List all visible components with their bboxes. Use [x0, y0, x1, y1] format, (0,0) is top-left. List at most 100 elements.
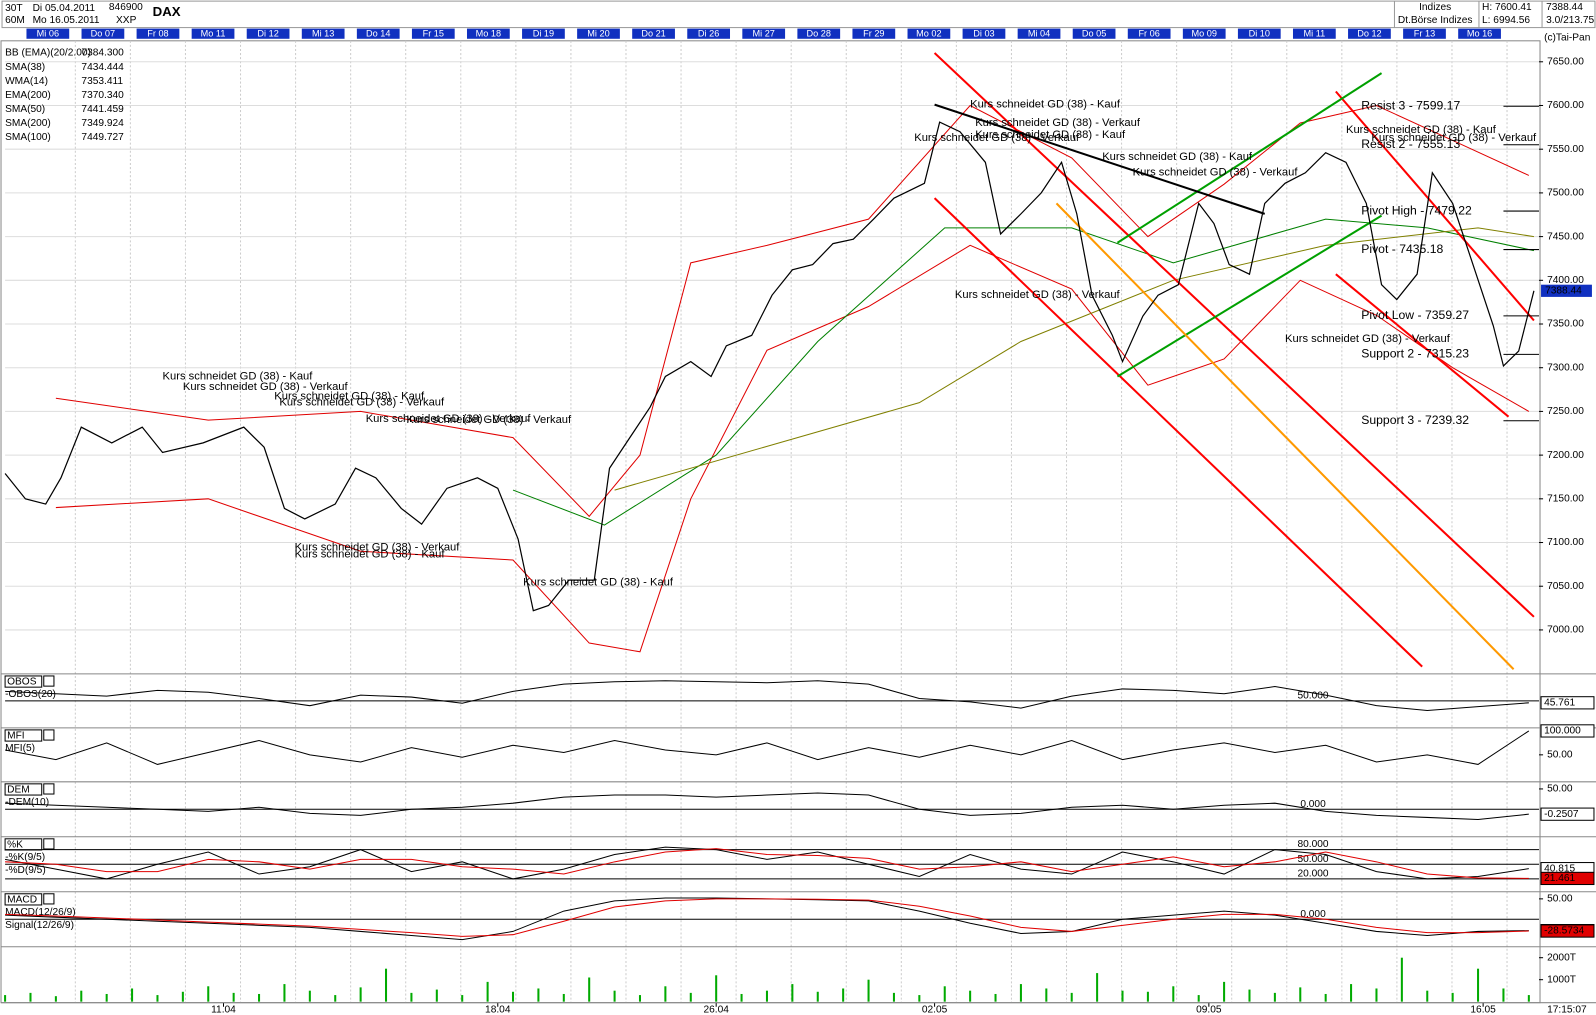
legend-value: 7384.300 — [81, 48, 124, 59]
volume-bar — [385, 968, 388, 1002]
volume-bar — [1172, 986, 1175, 1002]
legend-name: BB (EMA)(20/2.00) — [5, 48, 91, 59]
legend-name: SMA(38) — [5, 62, 45, 73]
last-value: 21.461 — [1544, 873, 1575, 884]
volume-bar — [1121, 990, 1124, 1002]
trend-line — [933, 197, 1423, 668]
volume-bar — [994, 993, 997, 1002]
volume-bar — [1070, 992, 1073, 1002]
y-tick-label: 7100.00 — [1547, 537, 1584, 548]
legend-value: 7434.444 — [81, 62, 124, 73]
signal-annotation: Kurs schneidet GD (38) - Verkauf — [183, 381, 349, 393]
day-box — [797, 28, 841, 39]
y-tick-label: 50.00 — [1547, 784, 1573, 795]
volume-bar — [867, 979, 870, 1002]
last-price-box — [1541, 284, 1592, 297]
pivot-label: Pivot High - 7479.22 — [1361, 203, 1472, 217]
day-label: Fr 15 — [423, 29, 444, 39]
volume-bar — [334, 995, 337, 1002]
volume-bar — [1223, 981, 1226, 1002]
day-label: Mi 20 — [587, 29, 609, 39]
day-label: Mo 11 — [201, 29, 226, 39]
period: 60M — [5, 15, 25, 26]
x-tick-label: 18.04 — [485, 1005, 511, 1015]
volume-bar — [918, 995, 921, 1002]
volume-bar — [638, 995, 642, 1002]
time-label: 17:15:07 — [1547, 1005, 1587, 1015]
volume-bar — [486, 981, 489, 1002]
day-label: Mi 27 — [753, 29, 775, 39]
signal-annotation: Kurs schneidet GD (38) - Verkauf — [914, 132, 1080, 144]
plus-box — [43, 729, 55, 741]
day-box — [356, 28, 400, 39]
legend-value: 7353.411 — [81, 76, 123, 87]
volume-bar — [1019, 984, 1022, 1002]
volume-bar — [816, 991, 819, 1002]
volume-bar — [892, 992, 895, 1002]
signal-annotation: Kurs schneidet GD (38) - Kauf — [295, 549, 446, 561]
trend-line — [1055, 202, 1515, 670]
volume-bar — [511, 991, 515, 1002]
volume-bar — [258, 993, 261, 1002]
y-tick-label: 7200.00 — [1547, 450, 1584, 461]
volume-bar — [105, 993, 108, 1002]
day-box — [81, 28, 125, 39]
volume-bar — [1426, 990, 1429, 1002]
y-tick-label: 7300.00 — [1547, 362, 1584, 373]
legend-value: 7349.924 — [81, 118, 124, 129]
series-name: -%K(9/5) — [5, 852, 45, 863]
volume-bar — [1299, 987, 1302, 1002]
day-label: Fr 06 — [1138, 29, 1159, 39]
panel-title-box — [4, 893, 43, 906]
day-box — [26, 28, 70, 39]
signal-annotation: Kurs schneidet GD (38) - Verkauf — [279, 397, 445, 409]
volume-bar — [29, 992, 32, 1002]
day-box — [1348, 28, 1391, 39]
last-value: 40.815 — [1544, 863, 1575, 874]
signal-annotation: Kurs schneidet GD (38) - Kauf — [975, 129, 1126, 141]
volume-bar — [791, 984, 794, 1002]
day-box — [962, 28, 1006, 39]
series-name: MACD(12/26/9) — [5, 907, 76, 918]
day-label: Do 21 — [641, 29, 665, 39]
last-value: -0.2507 — [1544, 809, 1579, 820]
day-box — [852, 28, 896, 39]
day-box — [1182, 28, 1226, 39]
signal-annotation: Kurs schneidet GD (38) - Verkauf — [366, 413, 532, 425]
y-tick-label: 2000T — [1547, 952, 1576, 963]
legend-name: SMA(100) — [5, 132, 51, 143]
level-label: 50.000 — [1297, 854, 1328, 865]
timeframe: 30T — [5, 3, 23, 14]
volume-bar — [1197, 995, 1200, 1002]
day-box — [522, 28, 565, 39]
day-box — [1403, 28, 1446, 39]
volume-bar — [1248, 989, 1251, 1002]
volume-bar — [969, 990, 972, 1002]
header-box — [1, 0, 1596, 29]
oscillator-line — [5, 898, 1529, 937]
trend-line — [934, 103, 1266, 215]
trend-line — [1335, 90, 1535, 322]
signal-annotation: Kurs schneidet GD (38) - Kauf — [163, 370, 314, 382]
volume-bar — [588, 977, 591, 1002]
y-tick-label: 7000.00 — [1547, 625, 1584, 636]
wkn: 846900 — [109, 2, 143, 13]
signal-annotation: Kurs schneidet GD (38) - Verkauf — [406, 414, 572, 426]
signal-annotation: Kurs schneidet GD (38) - Verkauf — [955, 289, 1121, 301]
day-label: Di 19 — [533, 29, 554, 39]
signal-annotation: Kurs schneidet GD (38) - Kauf — [523, 577, 674, 589]
day-label: Mi 11 — [1303, 29, 1325, 39]
last-value: 45.761 — [1544, 697, 1575, 708]
date-to: Mo 16.05.2011 — [33, 15, 100, 26]
day-box — [907, 28, 951, 39]
group: Indizes — [1419, 2, 1451, 13]
volume-bar — [740, 993, 743, 1002]
day-box — [742, 28, 786, 39]
y-tick-label: 7400.00 — [1547, 275, 1584, 286]
last-price-label: 7388.44 — [1545, 285, 1582, 296]
day-label: Mo 09 — [1192, 29, 1217, 39]
pivot-label: Pivot - 7435.18 — [1361, 242, 1443, 256]
last-value: 100.000 — [1544, 726, 1581, 737]
series-name: Signal(12/26/9) — [5, 920, 74, 931]
